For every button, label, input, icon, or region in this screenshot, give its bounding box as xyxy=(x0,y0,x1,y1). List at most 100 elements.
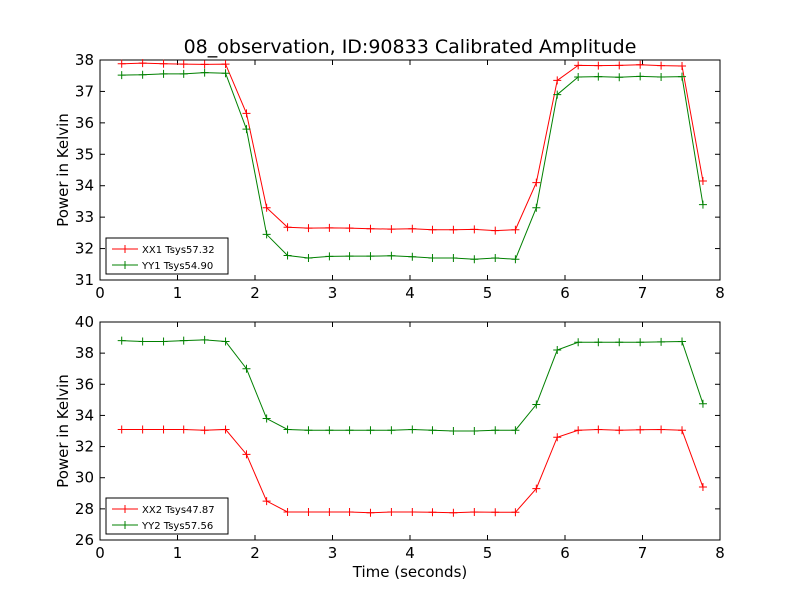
data-point xyxy=(449,225,458,234)
data-point xyxy=(117,59,126,68)
data-point xyxy=(615,73,624,82)
data-point xyxy=(345,224,354,233)
data-point xyxy=(594,338,603,347)
x-tick-label: 7 xyxy=(638,284,648,302)
data-point xyxy=(449,427,458,435)
y-tick-label: 36 xyxy=(75,114,94,132)
data-point xyxy=(553,346,562,355)
data-point xyxy=(387,251,396,260)
x-tick-label: 4 xyxy=(405,284,415,302)
legend-swatch-marker xyxy=(121,261,129,269)
data-point xyxy=(387,507,396,516)
data-point xyxy=(532,484,541,493)
y-tick-label: 32 xyxy=(75,240,94,258)
x-tick-label: 8 xyxy=(715,544,725,562)
x-tick-label: 1 xyxy=(173,544,183,562)
data-point xyxy=(200,426,209,435)
data-point xyxy=(678,426,687,435)
x-tick-label: 0 xyxy=(95,544,105,562)
data-point xyxy=(408,507,417,516)
data-point xyxy=(491,426,500,435)
data-point xyxy=(553,90,562,99)
data-point xyxy=(698,483,707,492)
data-point xyxy=(657,72,666,81)
data-point xyxy=(283,425,292,434)
data-point xyxy=(366,426,375,435)
data-point xyxy=(574,72,583,81)
data-point xyxy=(678,337,687,346)
data-point xyxy=(428,225,437,234)
data-point xyxy=(221,337,230,346)
data-point xyxy=(242,364,251,373)
data-point xyxy=(615,61,624,70)
data-point xyxy=(242,450,251,459)
data-point xyxy=(159,425,168,434)
data-point xyxy=(408,425,417,434)
data-point xyxy=(574,61,583,70)
data-point xyxy=(366,508,375,517)
data-point xyxy=(594,72,603,81)
legend-entry-label: YY1 Tsys54.90 xyxy=(141,261,213,272)
data-point xyxy=(262,230,271,239)
data-point xyxy=(511,255,520,264)
data-point xyxy=(179,69,188,78)
legend: XX2 Tsys47.87 YY2 Tsys57.56 xyxy=(105,497,229,535)
data-point xyxy=(615,426,624,435)
x-tick-label: 7 xyxy=(638,544,648,562)
data-point xyxy=(428,254,437,262)
data-point xyxy=(179,336,188,345)
data-point xyxy=(449,254,458,262)
data-point xyxy=(283,251,292,260)
data-point xyxy=(325,507,334,516)
data-point xyxy=(698,200,707,209)
data-point xyxy=(511,508,520,517)
y-tick-label: 36 xyxy=(75,375,94,393)
data-point xyxy=(159,59,168,68)
data-point xyxy=(200,68,209,77)
legend-entry-label: XX2 Tsys47.87 xyxy=(142,505,215,516)
data-point xyxy=(179,60,188,69)
series-1 xyxy=(117,425,707,517)
legend-swatch-marker xyxy=(121,505,129,513)
data-point xyxy=(304,254,313,262)
data-point xyxy=(511,426,520,435)
data-point xyxy=(117,425,126,434)
data-point xyxy=(636,425,645,434)
data-point xyxy=(553,76,562,85)
y-axis-label: Power in Kelvin xyxy=(54,113,72,227)
data-point xyxy=(657,61,666,70)
data-point xyxy=(325,223,334,232)
data-point xyxy=(574,426,583,435)
data-point xyxy=(470,225,479,234)
y-tick-label: 37 xyxy=(75,82,94,100)
data-point xyxy=(657,337,666,346)
legend-swatch-marker xyxy=(121,521,129,529)
data-point xyxy=(283,223,292,232)
y-tick-label: 35 xyxy=(75,145,94,163)
data-point xyxy=(366,252,375,261)
data-point xyxy=(262,203,271,212)
x-tick-label: 5 xyxy=(483,544,493,562)
data-point xyxy=(283,507,292,516)
y-axis-label: Power in Kelvin xyxy=(54,374,72,488)
legend: XX1 Tsys57.32 YY1 Tsys54.90 xyxy=(105,237,229,275)
data-point xyxy=(698,177,707,185)
data-point xyxy=(345,507,354,516)
data-point xyxy=(242,109,251,118)
data-point xyxy=(636,60,645,69)
data-point xyxy=(387,225,396,234)
x-tick-label: 6 xyxy=(560,284,570,302)
data-point xyxy=(594,61,603,70)
data-point xyxy=(117,336,126,345)
data-point xyxy=(532,203,541,212)
y-tick-label: 34 xyxy=(75,177,94,195)
chart-title: 08_observation, ID:90833 Calibrated Ampl… xyxy=(184,36,637,58)
y-tick-label: 33 xyxy=(75,208,94,226)
data-point xyxy=(408,224,417,233)
data-point xyxy=(304,426,313,435)
y-tick-label: 34 xyxy=(75,406,94,424)
data-point xyxy=(532,400,541,409)
legend-entry-label: XX1 Tsys57.32 xyxy=(142,245,215,256)
data-point xyxy=(200,60,209,69)
